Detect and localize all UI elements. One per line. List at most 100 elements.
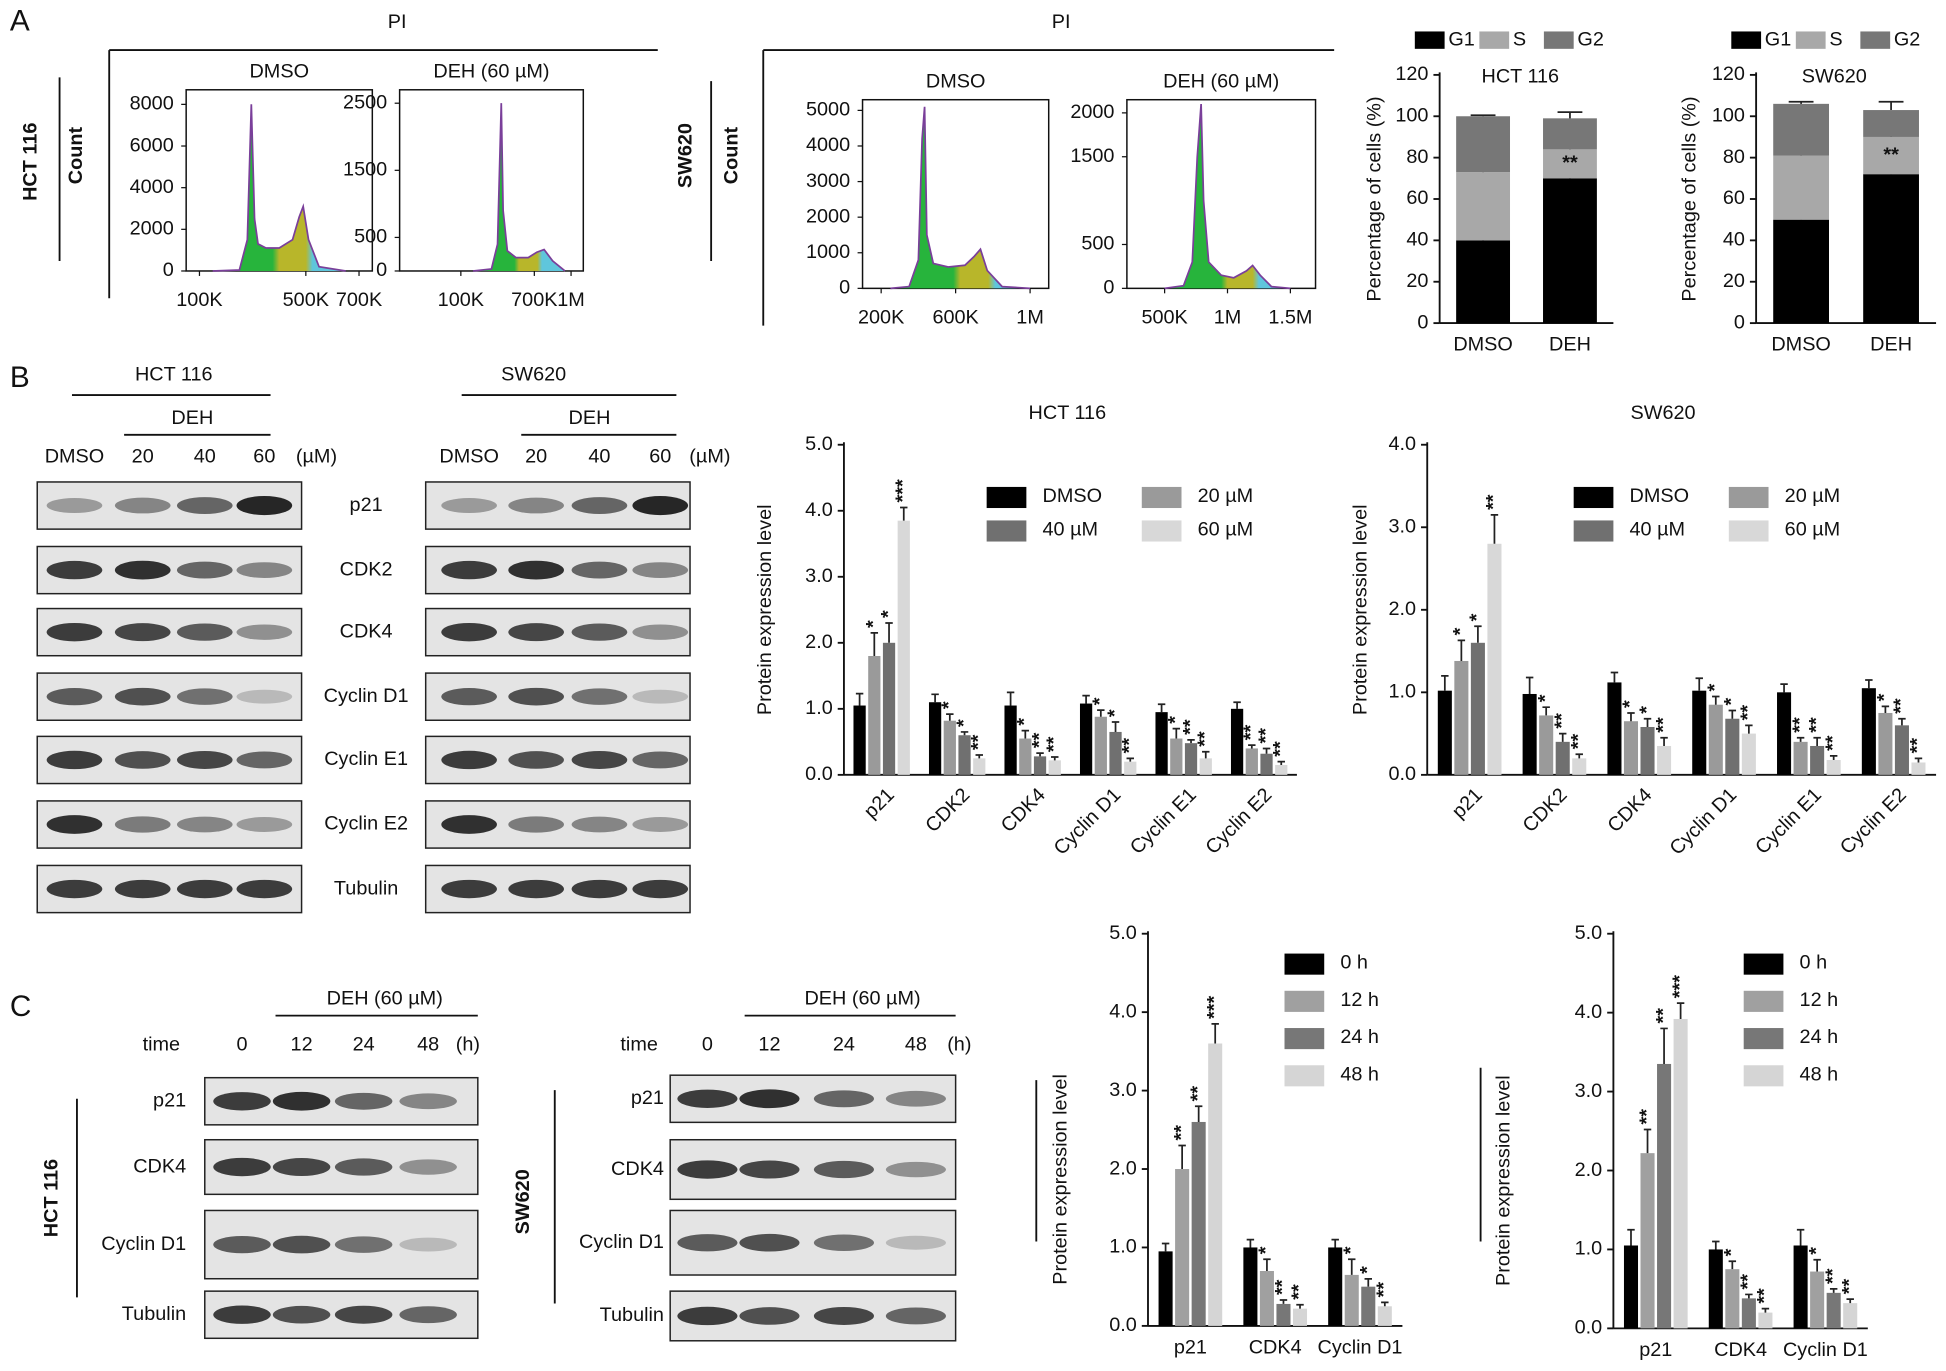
bar	[1861, 688, 1876, 775]
legend-label: 12 h	[1800, 989, 1839, 1011]
significance: **	[1288, 1284, 1310, 1300]
bar	[1175, 1169, 1190, 1326]
error-bar	[870, 632, 879, 657]
y-tick-label: 5.0	[1575, 922, 1603, 944]
plot-title: DMSO	[926, 71, 986, 93]
y-tick-label: 2000	[806, 205, 850, 227]
significance: **	[1551, 713, 1573, 729]
significance: *	[1874, 693, 1896, 701]
legend-swatch	[1284, 990, 1325, 1012]
significance: **	[1194, 731, 1216, 747]
bar	[1673, 1018, 1688, 1329]
lane-label: 48	[905, 1034, 927, 1056]
bar	[1623, 1245, 1639, 1329]
y-axis-label: Percentage of cells (%)	[1679, 96, 1701, 301]
blot-band	[885, 1235, 946, 1250]
blot-band	[272, 1235, 331, 1254]
significance: **	[1119, 738, 1141, 754]
lane-unit: (h)	[947, 1034, 971, 1056]
significance: **	[1240, 724, 1262, 740]
x-tick-label: DEH	[1870, 334, 1912, 356]
legend-swatch	[1284, 1028, 1325, 1050]
histogram-line	[890, 106, 1031, 290]
significance: *	[1704, 683, 1726, 691]
error-bar	[1178, 1144, 1186, 1170]
bar-segment	[1863, 136, 1919, 175]
y-axis-label: Count	[720, 127, 742, 185]
x-tick-label: Cyclin E2	[1836, 784, 1911, 859]
legend-swatch	[1573, 486, 1614, 509]
significance: **	[1255, 728, 1277, 744]
legend-swatch	[1728, 520, 1769, 542]
x-tick-label: p21	[860, 784, 899, 823]
blot-band	[677, 1089, 738, 1108]
significance: **	[1737, 705, 1759, 721]
y-tick-label: 5000	[806, 99, 850, 121]
plot-title: SW620	[1802, 66, 1867, 88]
significance: *	[1466, 613, 1488, 621]
significance: **	[1170, 1125, 1192, 1141]
blot-treatment: DEH (60 µM)	[327, 988, 443, 1010]
blot-band	[213, 1092, 271, 1111]
bar	[973, 758, 986, 775]
blot-band	[885, 1090, 946, 1107]
y-tick-label: 1.0	[1388, 681, 1416, 703]
bar	[1361, 1286, 1376, 1326]
bar	[1793, 741, 1808, 775]
bar	[1793, 1245, 1808, 1329]
significance: **	[1754, 1288, 1776, 1304]
error-bar	[1627, 1228, 1635, 1246]
blot-band	[571, 816, 628, 833]
error-bar	[1279, 1299, 1288, 1304]
error-bar	[1558, 732, 1567, 742]
plot-title: DEH (60 µM)	[433, 61, 549, 83]
bar	[1170, 738, 1183, 775]
blot-band	[508, 687, 564, 706]
bar	[1708, 704, 1723, 775]
significance: *	[1357, 1266, 1379, 1274]
significance: **	[1737, 1274, 1759, 1290]
blot-band	[632, 879, 689, 899]
y-tick-label: 1500	[343, 159, 387, 181]
blot-band	[399, 1306, 457, 1324]
error-bar	[1348, 1258, 1356, 1275]
blot-band	[677, 1160, 738, 1179]
error-bar	[1233, 701, 1241, 709]
blot-band	[272, 1158, 331, 1177]
blot-band	[236, 879, 293, 899]
bar	[1826, 1292, 1841, 1329]
plot-title: DEH (60 µM)	[1163, 71, 1279, 93]
lane-label: 0	[236, 1034, 247, 1056]
blot-treatment: DEH (60 µM)	[804, 988, 920, 1010]
lane-label: 12	[291, 1034, 313, 1056]
bar-segment	[1543, 149, 1597, 179]
legend-swatch	[1743, 1028, 1784, 1050]
y-tick-label: 1000	[806, 241, 850, 263]
bar-segment	[1456, 172, 1511, 241]
legend-label: S	[1829, 28, 1842, 50]
bar	[1124, 761, 1137, 775]
y-tick-label: 2.0	[805, 631, 833, 653]
y-tick-label: 5.0	[1109, 922, 1137, 944]
blot-band	[272, 1091, 331, 1111]
blot-band	[632, 816, 689, 833]
blot-band	[677, 1306, 738, 1326]
error-bar	[1542, 706, 1550, 716]
legend-swatch	[1728, 486, 1769, 509]
bar	[1109, 731, 1122, 775]
y-tick-label: 0	[1103, 277, 1114, 299]
legend-label: 24 h	[1340, 1026, 1379, 1048]
error-bar	[855, 692, 864, 706]
bar	[943, 720, 956, 775]
blot-band	[739, 1160, 800, 1179]
blot-band	[399, 1159, 457, 1175]
bar	[1758, 1312, 1773, 1329]
bar	[1275, 764, 1288, 775]
y-tick-label: 2000	[130, 218, 174, 240]
blot-band	[46, 622, 103, 642]
bar	[1708, 1249, 1723, 1329]
significance: **	[1838, 1278, 1860, 1294]
y-tick-label: 2500	[343, 91, 387, 113]
blot-band	[213, 1235, 271, 1254]
